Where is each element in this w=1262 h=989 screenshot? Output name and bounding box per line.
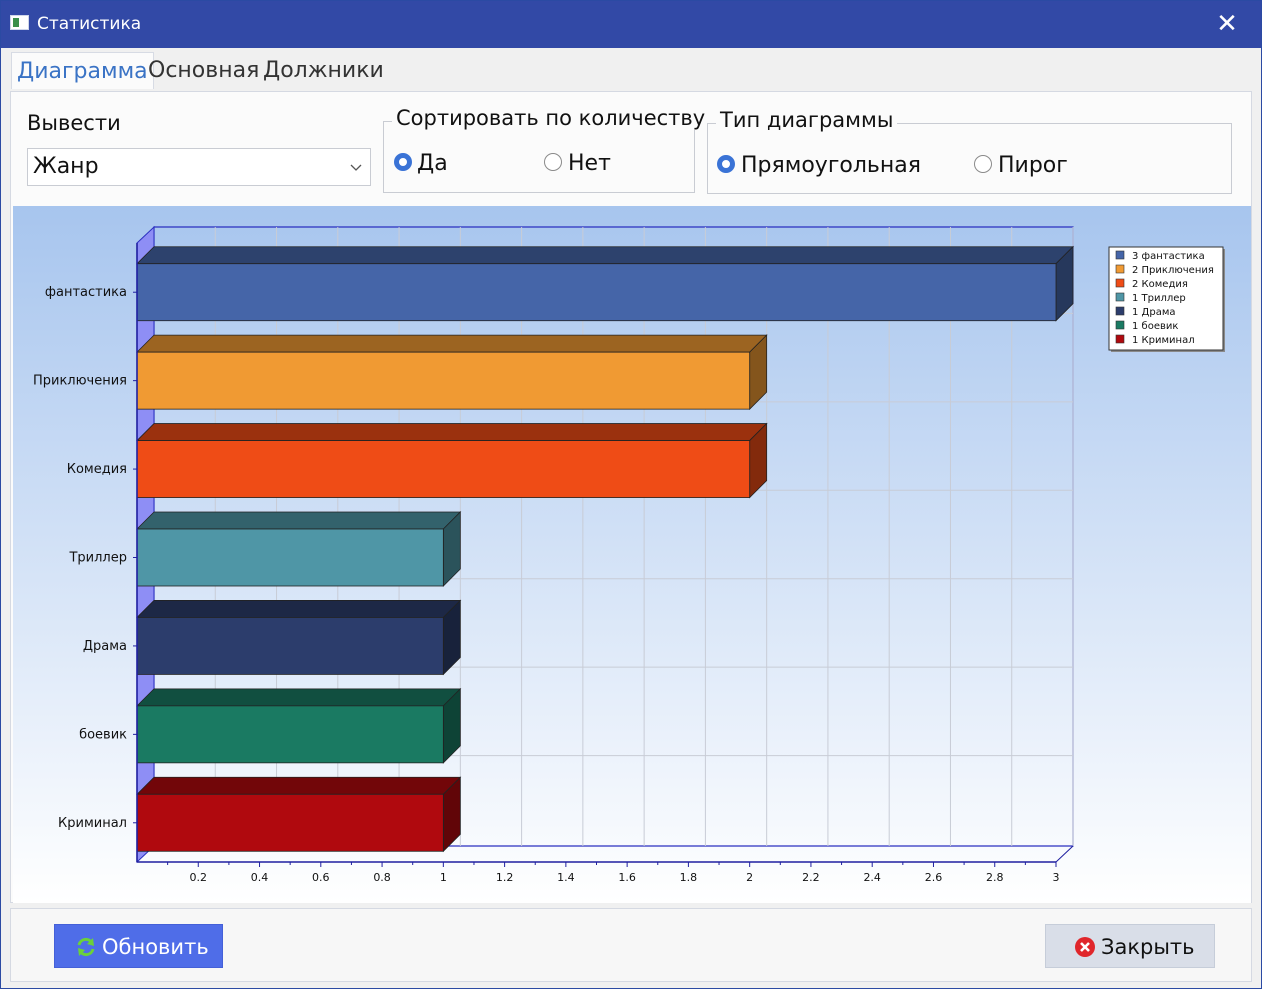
x-tick-label: 1.6	[618, 871, 636, 884]
x-tick-label: 2	[746, 871, 753, 884]
legend-swatch	[1115, 320, 1125, 330]
bar-front-face	[136, 528, 444, 587]
bar-7	[136, 776, 462, 853]
x-tick-label: 2.4	[863, 871, 881, 884]
x-tick-label: 1.2	[496, 871, 513, 884]
bar-top-face	[136, 246, 1074, 265]
category-label: фантастика	[45, 285, 127, 300]
legend-swatch	[1115, 334, 1125, 344]
output-select[interactable]: Жанр	[27, 148, 371, 186]
legend-swatch	[1115, 264, 1125, 274]
chart-type-pie-label[interactable]: Пирог	[998, 153, 1068, 178]
category-label: Триллер	[68, 551, 127, 566]
sort-no-radio[interactable]	[544, 153, 562, 171]
bar-top-face	[136, 423, 768, 441]
refresh-button-label: Обновить	[102, 935, 209, 959]
tab-debtors[interactable]: Должники	[263, 58, 384, 83]
output-label: Вывести	[27, 111, 121, 135]
legend-entry: 2 Приключения	[1132, 265, 1214, 276]
bar-2	[136, 334, 768, 411]
x-tick-label: 1.4	[557, 871, 575, 884]
x-tick-label: 3	[1053, 871, 1060, 884]
chart-type-group-title: Тип диаграммы	[716, 108, 898, 132]
category-label: Криминал	[58, 816, 127, 831]
sort-no-label[interactable]: Нет	[568, 151, 611, 176]
chevron-down-icon	[350, 164, 362, 171]
bar-top-face	[136, 600, 462, 618]
chart-type-bar-label[interactable]: Прямоугольная	[741, 153, 921, 178]
close-circle-icon	[1075, 937, 1095, 957]
bar-top-face	[136, 776, 462, 795]
tab-main[interactable]: Основная	[148, 58, 260, 83]
category-label: боевик	[79, 727, 127, 742]
bar-1	[136, 245, 1074, 322]
bar-4	[136, 511, 462, 587]
legend-entry: 1 боевик	[1132, 321, 1178, 332]
x-tick-label: 2.6	[925, 871, 943, 884]
category-label: Комедия	[67, 462, 127, 477]
tab-diagram[interactable]: Диаграмма	[11, 52, 154, 89]
legend-swatch	[1115, 250, 1125, 260]
legend-entry: 2 Комедия	[1132, 279, 1188, 290]
bar-6	[136, 687, 462, 764]
refresh-button[interactable]: Обновить	[54, 924, 223, 968]
bar-3	[136, 422, 768, 499]
x-tick-label: 0.2	[190, 871, 208, 884]
x-tick-label: 2.8	[986, 871, 1004, 884]
sort-group: Сортировать по количеству	[383, 106, 710, 193]
legend-entry: 3 фантастика	[1132, 251, 1205, 262]
refresh-icon	[77, 937, 95, 957]
bar-front-face	[136, 263, 1057, 322]
chart-area: фантастика Приключения Комедия Триллер Драма…	[13, 206, 1251, 903]
legend-entry: 1 Криминал	[1132, 335, 1195, 346]
window-close-button[interactable]: ✕	[1216, 9, 1238, 39]
app-icon	[10, 15, 29, 30]
x-tick-label: 1.8	[680, 871, 698, 884]
bar-top-face	[136, 334, 768, 353]
bar-front-face	[136, 351, 751, 410]
bar-front-face	[136, 440, 751, 498]
bar-front-face	[136, 793, 444, 852]
sort-yes-label[interactable]: Да	[417, 151, 448, 176]
x-tick-label: 0.8	[373, 871, 391, 884]
close-button[interactable]: Закрыть	[1045, 924, 1215, 968]
sort-yes-radio[interactable]	[394, 153, 412, 171]
legend-swatch	[1115, 292, 1125, 302]
x-tick-label: 0.4	[251, 871, 269, 884]
legend	[1108, 246, 1224, 351]
close-button-label: Закрыть	[1101, 935, 1195, 959]
bar-5	[136, 599, 462, 676]
legend-swatch	[1115, 306, 1125, 316]
bar-front-face	[136, 617, 444, 675]
tab-strip: Диаграмма Основная Должники	[1, 49, 1261, 89]
legend-swatch	[1115, 278, 1125, 288]
bar-top-face	[136, 511, 462, 530]
bar-top-face	[136, 688, 462, 707]
x-tick-label: 0.6	[312, 871, 330, 884]
chart-type-group: Тип диаграммы	[707, 108, 1232, 194]
x-axis-depth-edge	[1055, 845, 1074, 863]
category-label: Драма	[83, 639, 127, 654]
sort-group-title: Сортировать по количеству	[392, 106, 710, 130]
x-tick-label: 1	[440, 871, 447, 884]
title-bar: Статистика ✕	[1, 1, 1261, 48]
chart-type-pie-radio[interactable]	[974, 155, 992, 173]
category-label: Приключения	[33, 374, 127, 389]
legend-entry: 1 Триллер	[1132, 293, 1186, 304]
x-tick-label: 2.2	[802, 871, 820, 884]
bar-chart: фантастика Приключения Комедия Триллер Драма…	[33, 225, 1225, 884]
output-select-value: Жанр	[33, 154, 99, 179]
legend-entry: 1 Драма	[1132, 307, 1176, 318]
bar-front-face	[136, 705, 444, 764]
window-title: Статистика	[37, 14, 142, 34]
chart-type-bar-radio[interactable]	[717, 155, 735, 173]
